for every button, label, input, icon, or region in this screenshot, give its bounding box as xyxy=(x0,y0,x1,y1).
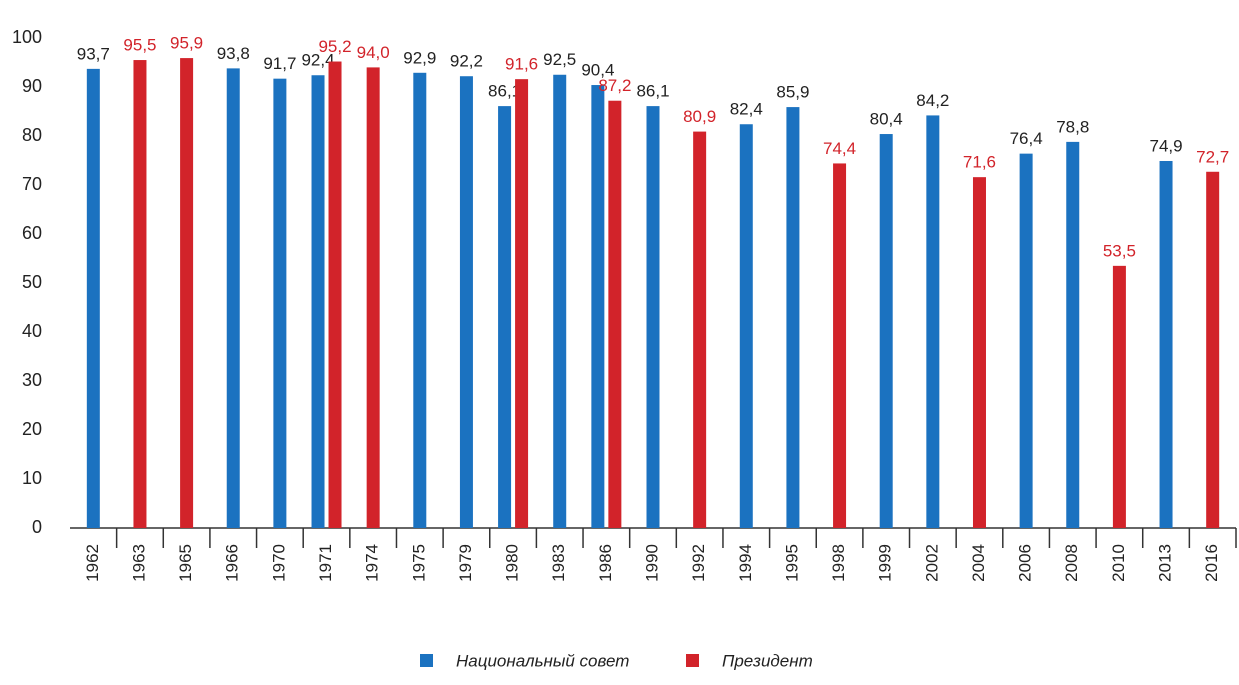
bar xyxy=(926,115,940,529)
x-tick-label: 2008 xyxy=(1062,544,1081,582)
x-tick-label: 1963 xyxy=(129,544,148,582)
bar xyxy=(1206,171,1220,528)
data-label: 91,6 xyxy=(505,55,538,74)
bar xyxy=(1019,153,1033,528)
bar xyxy=(646,106,660,529)
data-label: 87,2 xyxy=(598,76,631,95)
bar xyxy=(86,68,100,529)
bar xyxy=(273,78,287,529)
data-label: 78,8 xyxy=(1056,117,1089,136)
x-tick-label: 1974 xyxy=(363,544,382,582)
data-label: 80,9 xyxy=(683,107,716,126)
x-tick-label: 1966 xyxy=(223,544,242,582)
y-tick-label: 90 xyxy=(22,76,42,96)
x-tick-label: 2006 xyxy=(1016,544,1035,582)
x-tick-label: 1986 xyxy=(596,544,615,582)
bar xyxy=(1066,141,1080,528)
y-tick-label: 80 xyxy=(22,125,42,145)
x-tick-label: 1970 xyxy=(269,544,288,582)
y-tick-label: 40 xyxy=(22,321,42,341)
legend-label: Национальный совет xyxy=(456,651,629,670)
bar xyxy=(498,106,512,529)
bar xyxy=(180,58,194,529)
bar xyxy=(328,61,342,529)
data-label: 93,7 xyxy=(77,44,110,63)
data-label: 76,4 xyxy=(1010,129,1043,148)
data-label: 92,9 xyxy=(403,48,436,67)
data-label: 53,5 xyxy=(1103,241,1136,260)
y-tick-label: 10 xyxy=(22,468,42,488)
bar xyxy=(459,76,473,528)
data-label: 74,4 xyxy=(823,139,856,158)
y-tick-label: 100 xyxy=(12,27,42,47)
x-tick-label: 1994 xyxy=(736,544,755,582)
y-tick-label: 0 xyxy=(32,517,42,537)
bar xyxy=(413,72,427,528)
bar xyxy=(879,134,893,529)
data-label: 95,5 xyxy=(123,36,156,55)
bar xyxy=(833,163,847,528)
bar xyxy=(133,60,147,529)
x-tick-label: 1992 xyxy=(689,544,708,582)
data-label: 85,9 xyxy=(776,83,809,102)
bar xyxy=(608,100,622,528)
data-label: 82,4 xyxy=(730,100,763,119)
data-label: 93,8 xyxy=(217,44,250,63)
bar xyxy=(553,74,567,528)
x-tick-label: 1995 xyxy=(782,544,801,582)
x-tick-label: 1990 xyxy=(642,544,661,582)
data-label: 84,2 xyxy=(916,91,949,110)
x-tick-label: 2004 xyxy=(969,544,988,582)
legend-label: Президент xyxy=(722,651,813,670)
data-label: 71,6 xyxy=(963,153,996,172)
bar xyxy=(591,85,605,528)
data-label: 74,9 xyxy=(1149,136,1182,155)
bar xyxy=(311,75,325,529)
bar xyxy=(366,67,380,529)
bar xyxy=(786,107,800,528)
y-tick-label: 60 xyxy=(22,223,42,243)
x-tick-label: 1971 xyxy=(316,544,335,582)
x-tick-label: 1979 xyxy=(456,544,475,582)
y-tick-label: 30 xyxy=(22,370,42,390)
data-label: 86,1 xyxy=(636,82,669,101)
data-label: 92,2 xyxy=(450,52,483,71)
x-tick-label: 1983 xyxy=(549,544,568,582)
bar xyxy=(739,124,753,529)
data-label: 92,4 xyxy=(301,51,334,70)
bar xyxy=(972,177,986,528)
data-label: 91,7 xyxy=(263,54,296,73)
x-tick-label: 2013 xyxy=(1156,544,1175,582)
legend-swatch xyxy=(420,654,433,667)
x-tick-label: 2010 xyxy=(1109,544,1128,582)
bar xyxy=(226,68,240,528)
bar xyxy=(1112,265,1126,528)
data-label: 80,4 xyxy=(870,110,903,129)
x-tick-label: 2002 xyxy=(922,544,941,582)
y-tick-label: 20 xyxy=(22,419,42,439)
data-label: 94,0 xyxy=(357,43,390,62)
bar xyxy=(515,79,529,528)
y-tick-label: 70 xyxy=(22,174,42,194)
x-tick-label: 1998 xyxy=(829,544,848,582)
y-tick-label: 50 xyxy=(22,272,42,292)
data-label: 72,7 xyxy=(1196,147,1229,166)
bar xyxy=(693,131,707,528)
x-tick-label: 1999 xyxy=(876,544,895,582)
data-label: 86,1 xyxy=(488,82,521,101)
x-tick-label: 2016 xyxy=(1202,544,1221,582)
x-tick-label: 1962 xyxy=(83,544,102,582)
data-label: 95,2 xyxy=(318,37,351,56)
data-label: 95,9 xyxy=(170,34,203,53)
x-tick-label: 1965 xyxy=(176,544,195,582)
x-tick-label: 1980 xyxy=(503,544,522,582)
x-tick-label: 1975 xyxy=(409,544,428,582)
bar xyxy=(1159,160,1173,529)
data-label: 90,4 xyxy=(581,61,614,80)
data-label: 92,5 xyxy=(543,50,576,69)
legend-swatch xyxy=(686,654,699,667)
